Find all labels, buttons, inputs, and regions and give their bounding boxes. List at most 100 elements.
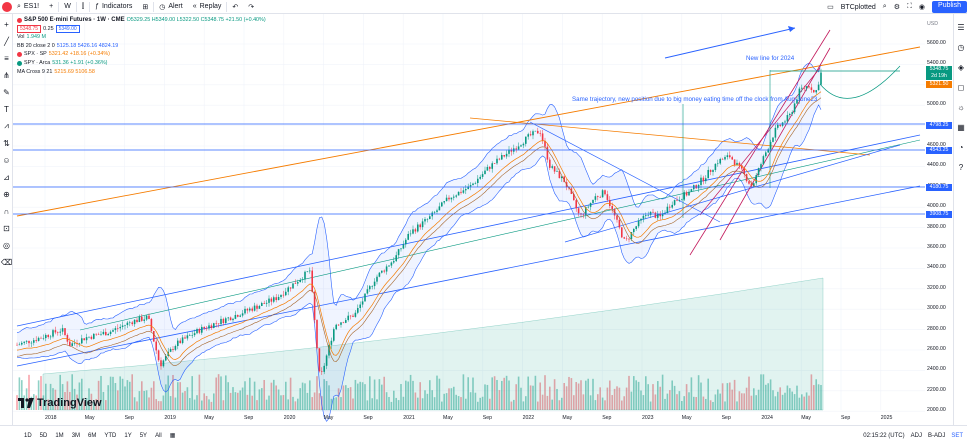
fib-icon[interactable]: ⋔ — [3, 70, 10, 80]
clock-label[interactable]: 02:15:22 (UTC) — [863, 433, 905, 439]
legend-volume-row[interactable]: Vol 1.949 M — [17, 33, 266, 42]
chat-icon[interactable]: ◻ — [957, 82, 965, 92]
undo-button[interactable]: ↶ — [227, 0, 243, 14]
zoom-icon[interactable]: ⊕ — [3, 189, 10, 199]
ideas-icon[interactable]: ☼ — [957, 102, 965, 112]
price-tick: 3200.00 — [927, 284, 946, 291]
text-icon[interactable]: T — [4, 104, 9, 114]
crosshair-icon[interactable]: + — [4, 19, 9, 29]
adj-toggle[interactable]: ADJ — [910, 433, 922, 439]
volume-bar — [575, 382, 577, 410]
candle-body — [685, 192, 688, 196]
bid-box[interactable]: 5348.75 — [17, 24, 42, 33]
legend-ma-row[interactable]: MA Cross 9 21 5215.69 5106.58 — [17, 68, 266, 77]
badj-toggle[interactable]: B-ADJ — [927, 433, 946, 439]
indicators-button[interactable]: ƒ Indicators — [90, 0, 137, 14]
settlement-toggle[interactable]: SET — [951, 433, 963, 439]
magnet-icon[interactable]: ∩ — [3, 206, 10, 216]
volume-bar — [294, 401, 297, 410]
range-button[interactable]: 1D — [24, 432, 32, 439]
legend-spy-row[interactable]: SPY · Arca 531.36 +1.91 (+0.36%) — [17, 59, 266, 68]
legend-quote-row: 5348.75 0.25 5349.00 — [17, 24, 266, 34]
ruler-icon[interactable]: ⊿ — [3, 172, 10, 182]
range-button[interactable]: 3M — [71, 432, 81, 439]
user-avatar[interactable] — [2, 1, 12, 12]
compare-button[interactable]: + — [44, 0, 58, 14]
pattern-icon[interactable]: ⩘ — [4, 121, 9, 130]
prediction-icon[interactable]: ⇅ — [3, 138, 10, 148]
price-tick: 3400.00 — [927, 264, 946, 271]
candle-body — [402, 244, 405, 249]
legend-ohlc: O5329.25 H5349.00 L5322.50 C5348.75 +21.… — [126, 17, 266, 23]
trend-line-icon[interactable]: ╱ — [4, 36, 9, 46]
annotation-same-trajectory[interactable]: Same trajectory, new position due to big… — [572, 96, 818, 103]
range-button[interactable]: All — [155, 432, 162, 439]
horizontal-line-icon[interactable]: ≡ — [4, 53, 9, 63]
calendar-icon[interactable]: ▦ — [169, 433, 176, 439]
ask-box[interactable]: 5349.00 — [55, 24, 80, 33]
publish-button[interactable]: Publish — [932, 1, 967, 13]
volume-bar — [654, 394, 657, 410]
legend-bb-row[interactable]: BB 20 close 2 0 5125.18 5426.16 4824.19 — [17, 42, 266, 51]
calendar-icon[interactable]: ▦ — [957, 122, 965, 132]
alert-button[interactable]: ◷ Alert — [154, 0, 188, 14]
symbol-search[interactable]: ⌕ ES1! — [12, 0, 44, 14]
candle-body — [335, 324, 337, 330]
help-icon[interactable]: ? — [958, 162, 964, 172]
candle-body — [544, 140, 546, 147]
emoji-icon[interactable]: ☺ — [2, 155, 11, 165]
interval-button[interactable]: W — [59, 0, 76, 14]
brush-icon[interactable]: ✎ — [3, 87, 10, 97]
range-button[interactable]: YTD — [104, 432, 117, 439]
redo-button[interactable]: ↷ — [243, 0, 259, 14]
indicators-label: Indicators — [101, 3, 133, 10]
price-chart[interactable] — [13, 14, 927, 425]
volume-bar — [249, 377, 251, 410]
volume-bar — [515, 384, 517, 410]
camera-icon[interactable]: ◉ — [918, 4, 925, 11]
layers-icon[interactable]: ◈ — [957, 62, 965, 72]
eye-icon[interactable]: ◎ — [3, 240, 10, 250]
candle-body — [270, 298, 273, 302]
candle-body — [405, 239, 407, 245]
range-button[interactable]: 5D — [39, 432, 48, 439]
candle-body — [234, 314, 237, 319]
chart-type-button[interactable]: ⫿ — [77, 0, 89, 14]
replay-button[interactable]: « Replay — [188, 0, 227, 14]
annotation-new-line[interactable]: New line for 2024 — [746, 55, 795, 62]
tradingview-logo[interactable]: TradingView — [18, 397, 102, 409]
notifications-icon[interactable]: ◔ — [958, 142, 964, 152]
range-button[interactable]: 1M — [55, 432, 64, 439]
volume-bar — [544, 375, 546, 410]
alarm-icon: ◷ — [159, 3, 166, 11]
candle-body — [131, 322, 133, 325]
currency-label[interactable]: USD — [927, 21, 938, 27]
volume-bar — [820, 384, 822, 410]
trash-icon[interactable]: ⌫ — [0, 257, 13, 267]
candle-body — [599, 196, 601, 198]
range-button[interactable]: 6M — [88, 432, 97, 439]
range-button[interactable]: 5Y — [139, 432, 148, 439]
settings-icon[interactable]: ⚙ — [893, 4, 900, 11]
volume-bar — [623, 396, 625, 410]
fullscreen-icon[interactable]: ⛶ — [906, 3, 912, 10]
volume-bar — [361, 382, 364, 410]
layout-icon[interactable]: ▭ — [827, 4, 834, 11]
volume-bar — [251, 395, 253, 410]
search-icon[interactable]: ⌕ — [882, 3, 887, 10]
range-button[interactable]: 1Y — [124, 432, 132, 439]
layout-name[interactable]: BTCplotted — [840, 3, 876, 11]
legend-spx-row[interactable]: SPX · SP 5321.42 +18.16 (+0.34%) — [17, 50, 266, 59]
volume-bar — [637, 381, 640, 410]
candle-body — [705, 178, 707, 182]
volume-bar — [160, 401, 162, 410]
candle-body — [316, 320, 318, 349]
candle-body — [373, 281, 376, 287]
lock-icon[interactable]: ⊡ — [3, 223, 10, 233]
alerts-icon[interactable]: ◷ — [957, 42, 965, 52]
candle-body — [227, 317, 229, 319]
candle-body — [407, 233, 409, 240]
candle-body — [273, 297, 275, 302]
watchlist-icon[interactable]: ☰ — [957, 22, 965, 32]
templates-button[interactable]: ⊞ — [137, 0, 153, 14]
